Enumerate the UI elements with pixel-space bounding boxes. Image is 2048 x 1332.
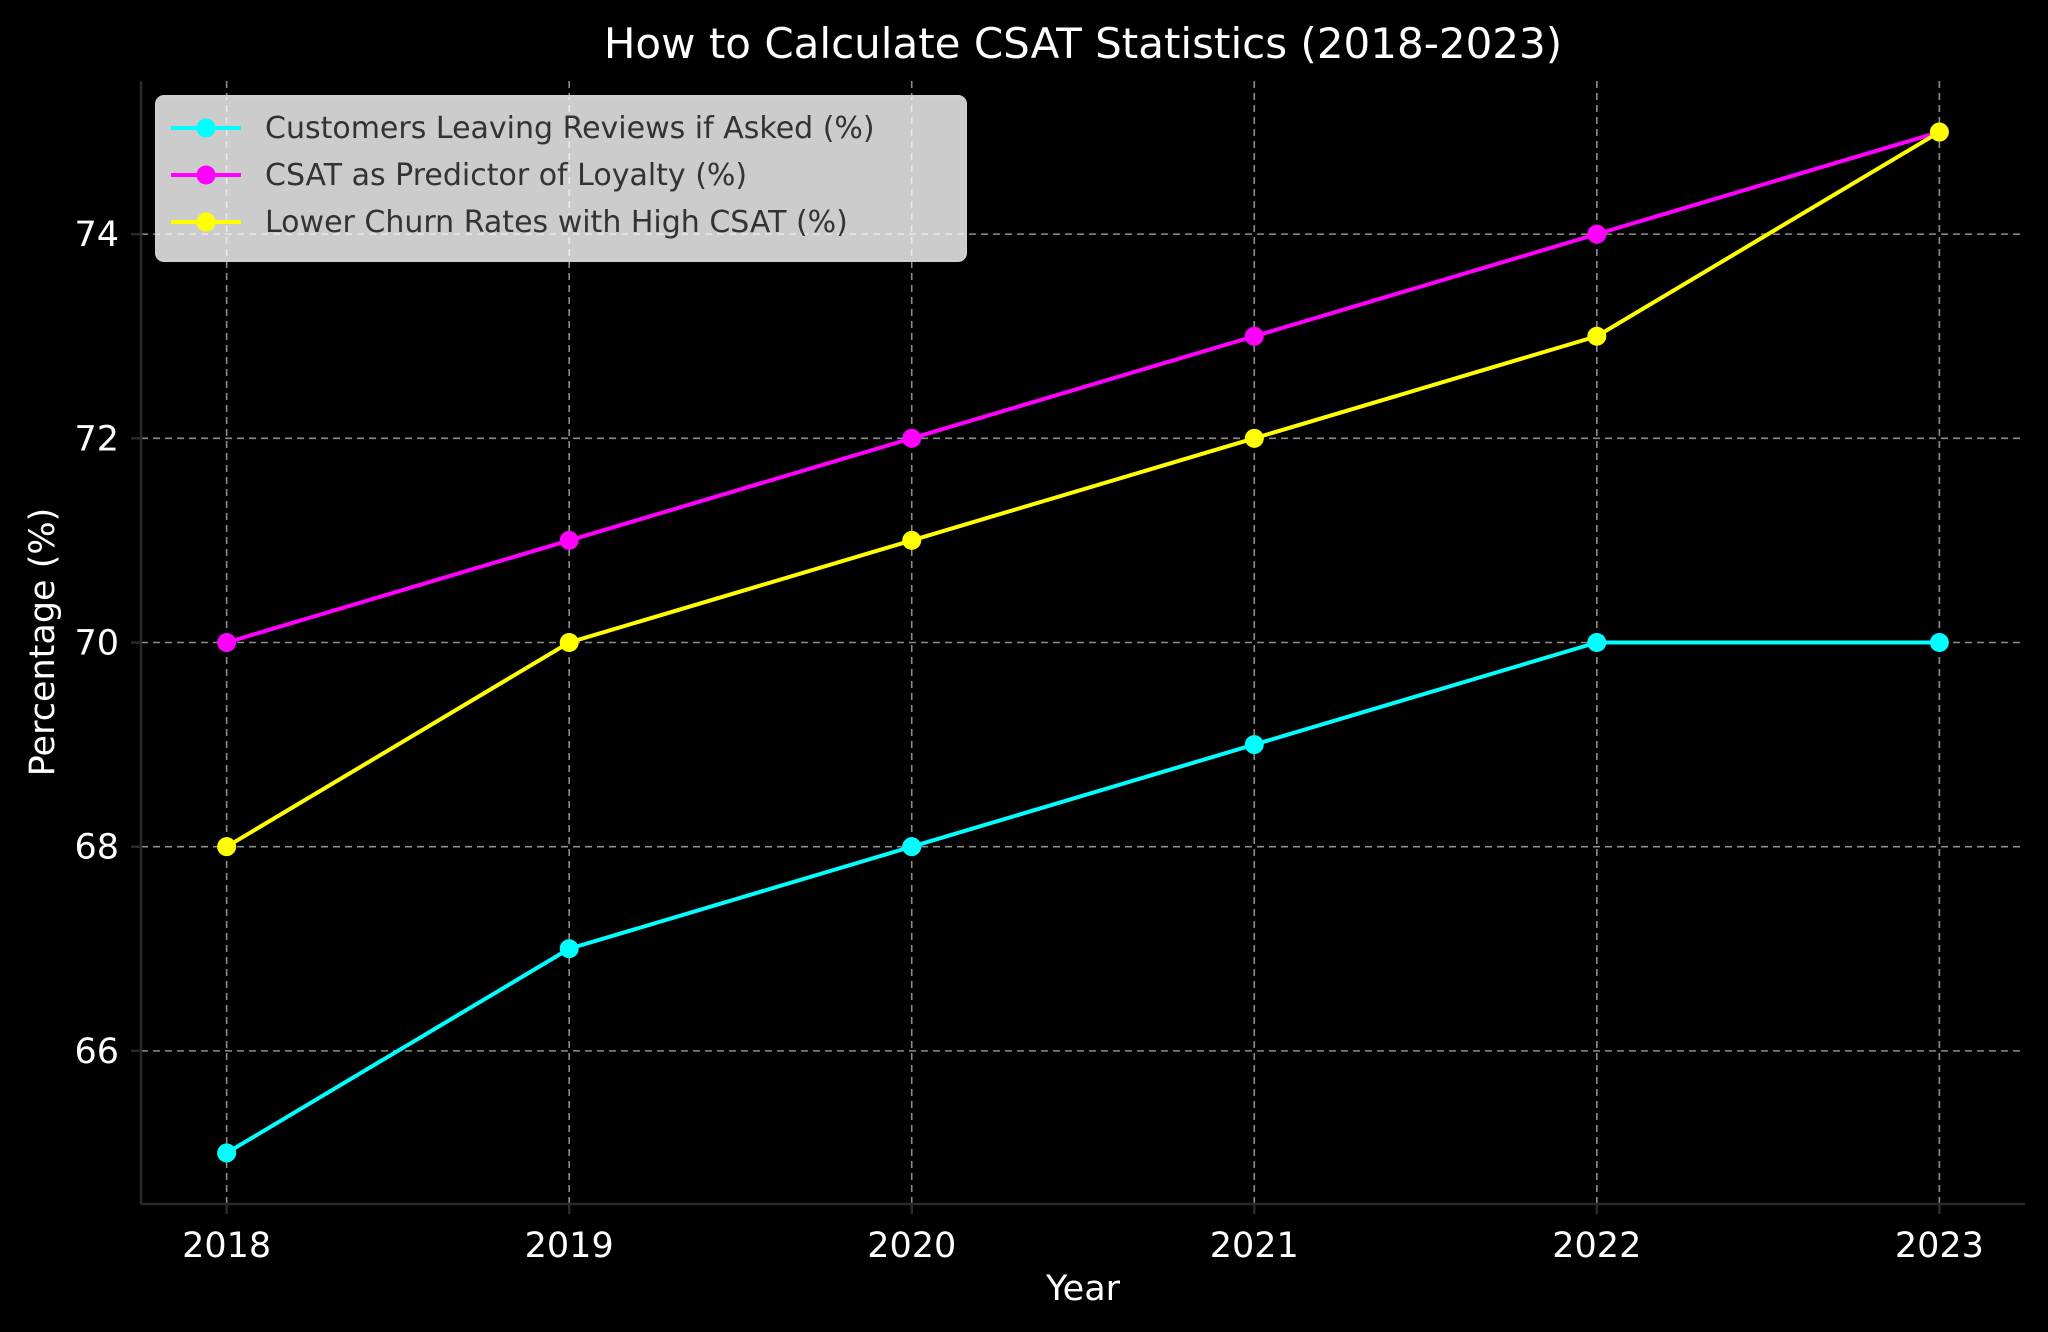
legend-label-2: CSAT as Predictor of Loyalty (%) [265, 158, 747, 193]
series-3-point-2023 [1929, 122, 1949, 142]
y-axis-label: Percentage (%) [23, 508, 63, 777]
x-tick-label: 2022 [1552, 1226, 1641, 1266]
legend-label-3: Lower Churn Rates with High CSAT (%) [265, 205, 848, 240]
series-3-point-2022 [1587, 326, 1607, 346]
series-2-point-2020 [902, 428, 922, 448]
series-1-point-2019 [559, 939, 579, 959]
series-1 [217, 633, 1949, 1163]
series-3-line [225, 130, 1941, 849]
series-3-point-2020 [902, 530, 922, 550]
series-2-point-2022 [1587, 224, 1607, 244]
y-tick-label: 66 [74, 1032, 119, 1072]
x-tick-label: 2021 [1210, 1226, 1299, 1266]
series-1-point-2023 [1929, 633, 1949, 652]
y-tick-label: 74 [74, 215, 119, 255]
axis-layer: 66 68 70 72 74 2018 2019 2020 2021 2022 2023 [74, 81, 2025, 1266]
series-1-point-2020 [902, 837, 922, 857]
legend-box [155, 95, 967, 262]
y-tick-label: 72 [74, 419, 119, 459]
x-tick-label: 2023 [1895, 1226, 1984, 1266]
legend-marker-2 [196, 165, 216, 185]
series-layer [217, 122, 1949, 1163]
legend: Customers Leaving Reviews if Asked (%) CS… [155, 95, 967, 262]
series-2-point-2019 [559, 530, 579, 550]
legend-marker-3 [196, 212, 216, 232]
series-2-line [226, 130, 1940, 645]
series-2-point-2018 [217, 633, 237, 652]
series-3-point-2021 [1244, 428, 1264, 448]
y-tick-label: 70 [74, 624, 119, 664]
series-2-point-2021 [1244, 326, 1264, 346]
series-3 [217, 122, 1949, 857]
x-axis-label: Year [1045, 1269, 1121, 1309]
series-1-line [225, 640, 1940, 1155]
grid-layer [141, 81, 2025, 1204]
legend-marker-1 [196, 118, 216, 138]
x-tick-label: 2020 [867, 1226, 956, 1266]
series-1-point-2018 [217, 1143, 237, 1163]
series-1-point-2021 [1244, 735, 1264, 755]
legend-label-1: Customers Leaving Reviews if Asked (%) [265, 111, 875, 146]
series-1-point-2022 [1587, 633, 1607, 652]
series-3-point-2019 [559, 633, 579, 652]
series-3-point-2018 [217, 837, 237, 857]
chart-title: How to Calculate CSAT Statistics (2018-2… [604, 19, 1562, 68]
x-tick-label: 2019 [525, 1226, 614, 1266]
y-tick-label: 68 [74, 828, 119, 868]
x-tick-label: 2018 [182, 1226, 271, 1266]
